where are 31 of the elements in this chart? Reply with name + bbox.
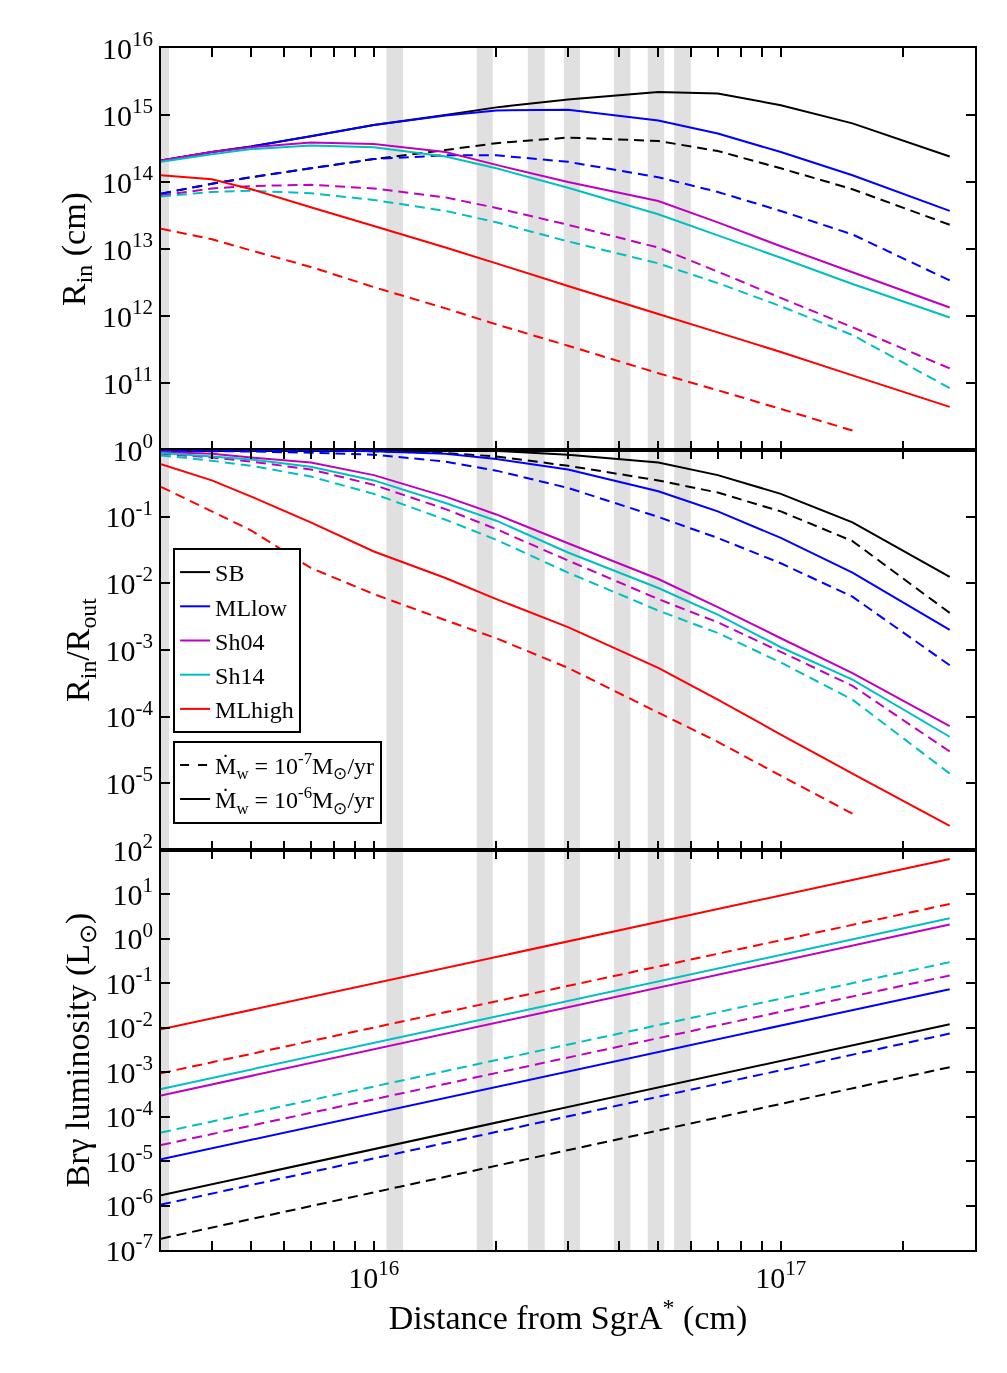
y-tick-label: 10$^{-4}$ xyxy=(105,1095,154,1134)
legend-label: Sh04 xyxy=(215,628,265,655)
y-tick-label: 10$^{13}$ xyxy=(102,227,153,266)
y-tick-label: 10$^{-7}$ xyxy=(105,1228,153,1267)
y-tick-label: 10$^{-2}$ xyxy=(105,562,153,600)
y-tick-label: 10$^{15}$ xyxy=(102,93,153,132)
legend-label: MLlow xyxy=(215,594,288,621)
y-tick-label: 10$^{0}$ xyxy=(112,917,153,956)
y-tick-label: 10$^{-2}$ xyxy=(105,1006,153,1045)
legend-label: MLhigh xyxy=(215,697,294,724)
y-tick-label: 10$^{12}$ xyxy=(102,294,153,333)
y-tick-label: 10$^{14}$ xyxy=(102,160,154,199)
legend-label: Ṁ$_{w}$ = 10$^{-6}$M$_{⊙}$/yr xyxy=(215,783,375,818)
y-tick-label: 10$^{16}$ xyxy=(102,26,153,65)
x-tick-label: 10$^{17}$ xyxy=(755,1256,807,1294)
y-tick-label: 10$^{1}$ xyxy=(112,873,153,911)
y-tick-label: 10$^{-3}$ xyxy=(105,1051,153,1089)
y-tick-label: 10$^{-4}$ xyxy=(105,695,154,734)
y-tick-label: 10$^{-1}$ xyxy=(105,495,153,534)
y-tick-label: 10$^{-6}$ xyxy=(105,1184,153,1223)
legend-label: Sh14 xyxy=(215,663,265,690)
y-tick-label: 10$^{0}$ xyxy=(112,428,153,467)
y-tick-label: 10$^{2}$ xyxy=(112,828,153,867)
legend-label: Ṁ$_{w}$ = 10$^{-7}$M$_{⊙}$/yr xyxy=(215,749,375,784)
y-tick-label: 10$^{-5}$ xyxy=(105,762,153,800)
x-axis-title: Distance from SgrA$^{*}$ (cm) xyxy=(388,1294,748,1338)
legend-label: SB xyxy=(215,560,245,587)
y-tick-label: 10$^{-3}$ xyxy=(105,628,153,667)
y-tick-label: 10$^{-5}$ xyxy=(105,1140,153,1178)
y-tick-label: 10$^{11}$ xyxy=(102,361,153,400)
y-tick-label: 10$^{-1}$ xyxy=(105,962,153,1000)
